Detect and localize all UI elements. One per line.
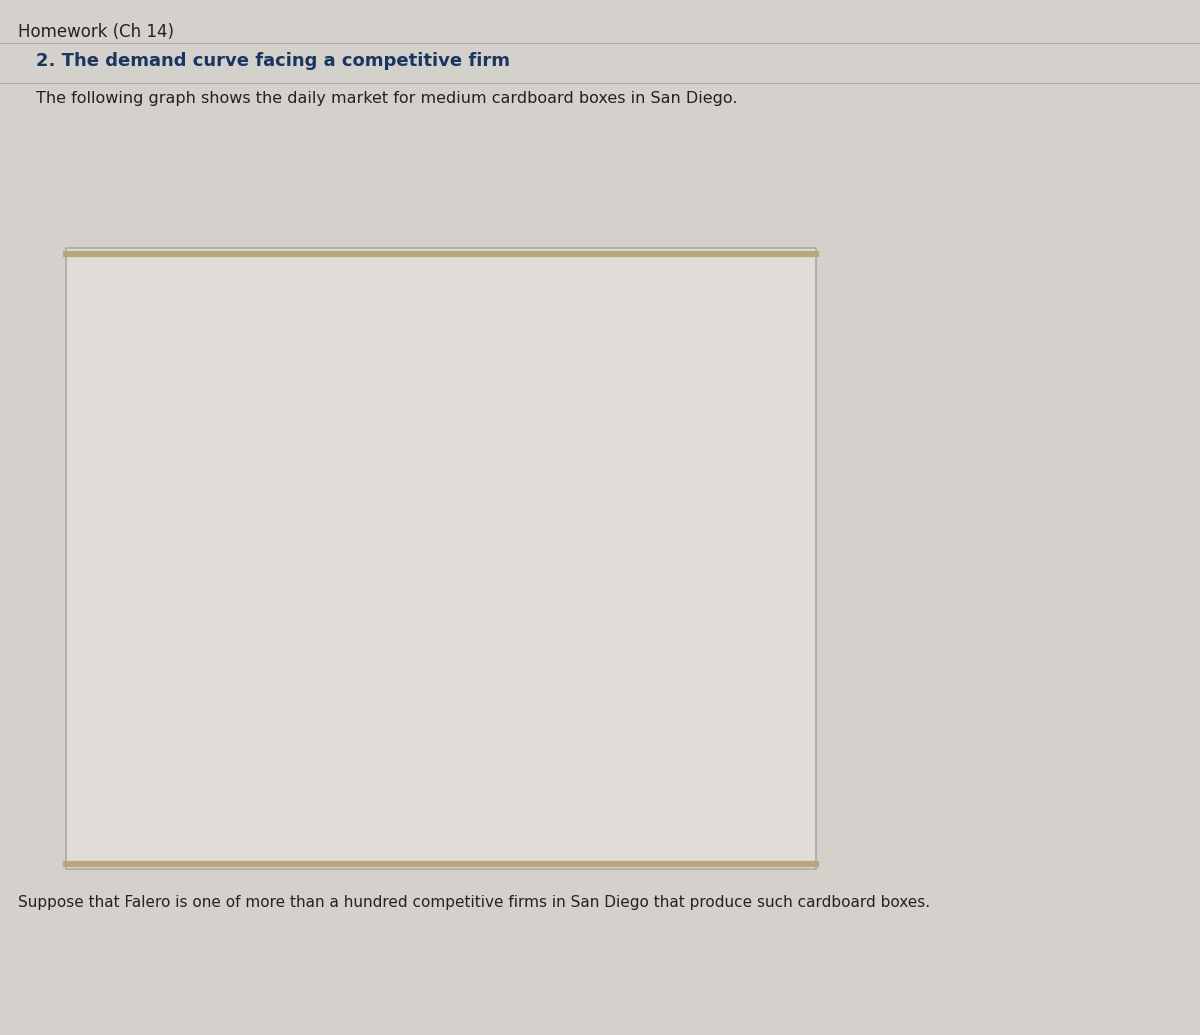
Circle shape — [727, 312, 770, 359]
Y-axis label: PRICE (Dollars per medium box): PRICE (Dollars per medium box) — [113, 454, 127, 688]
Text: ?: ? — [744, 327, 754, 346]
Text: Homework (Ch 14): Homework (Ch 14) — [18, 23, 174, 40]
Text: The following graph shows the daily market for medium cardboard boxes in San Die: The following graph shows the daily mark… — [36, 91, 738, 106]
Text: Supply: Supply — [535, 412, 583, 426]
X-axis label: QUANTITY (Millions of medium boxes): QUANTITY (Millions of medium boxes) — [325, 827, 601, 841]
Text: Demand: Demand — [180, 348, 239, 362]
Text: Suppose that Falero is one of more than a hundred competitive firms in San Diego: Suppose that Falero is one of more than … — [18, 895, 930, 910]
Text: 2. The demand curve facing a competitive firm: 2. The demand curve facing a competitive… — [36, 52, 510, 69]
